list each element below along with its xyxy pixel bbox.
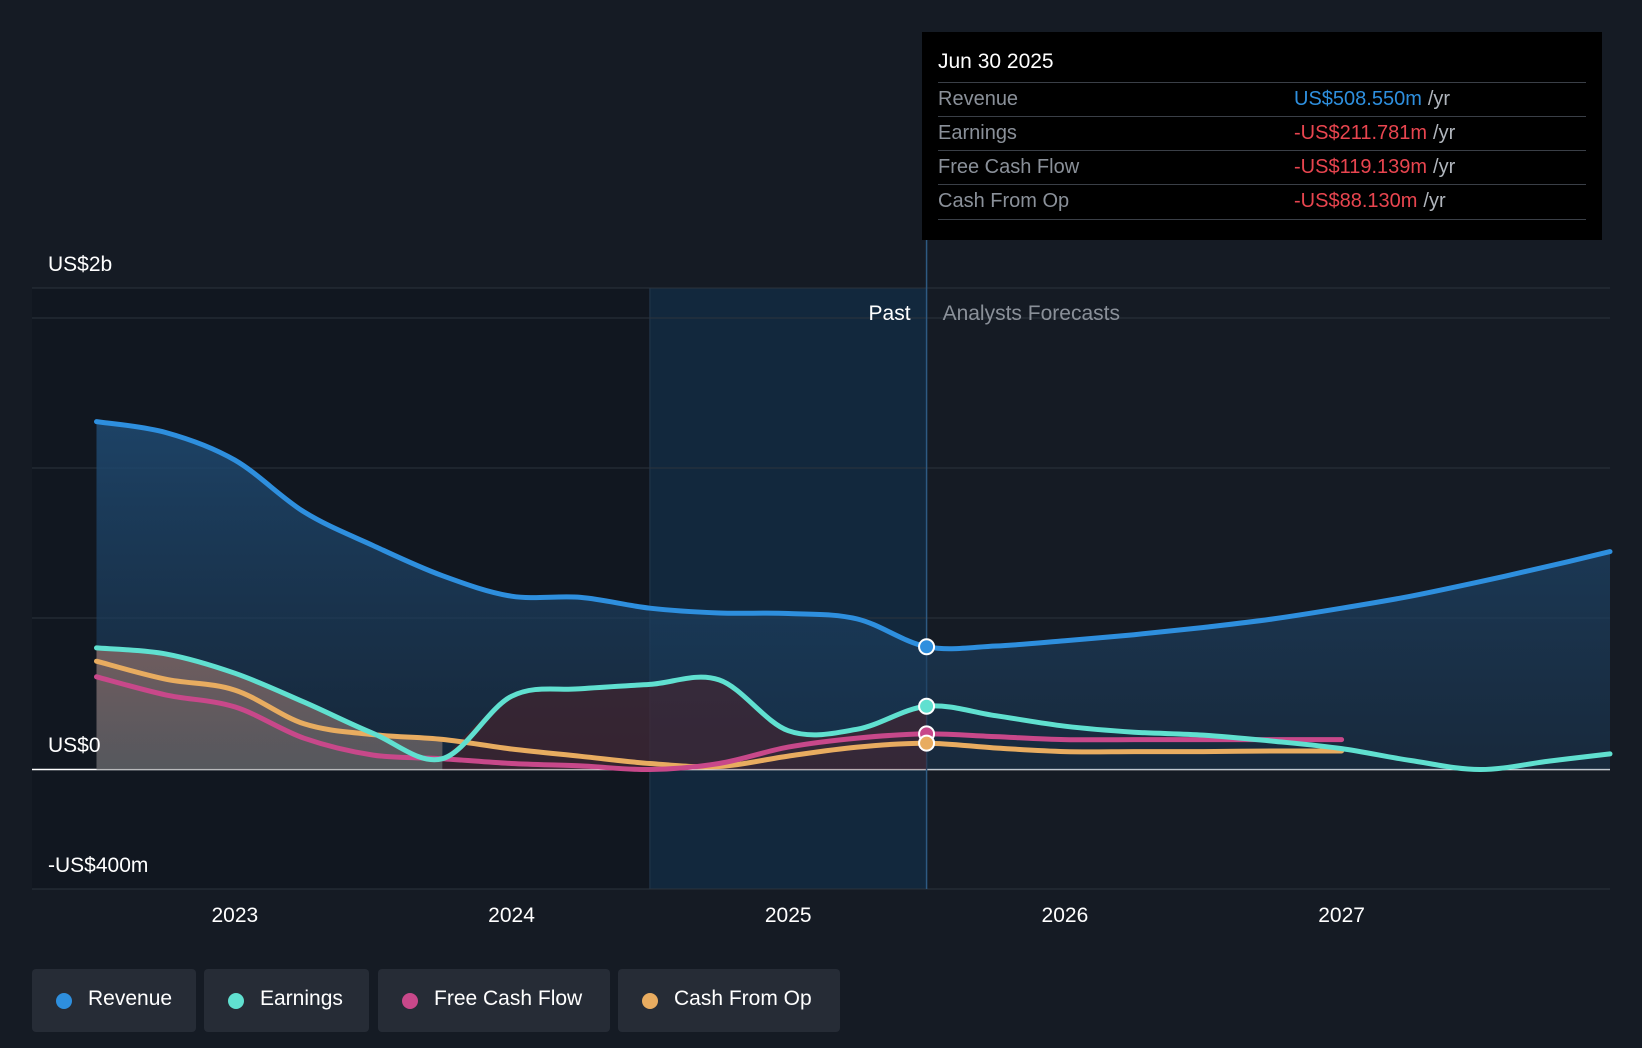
marker-revenue (918, 638, 936, 656)
tooltip-label: Cash From Op (938, 190, 1070, 212)
free-cash-flow-dot-icon (402, 993, 418, 1009)
y-axis-label-zero: US$0 (48, 734, 101, 757)
marker-earnings (918, 697, 936, 715)
legend-label: Revenue (88, 987, 173, 1010)
tooltip-unit: /yr (1427, 88, 1451, 110)
series-line-free-cash-flow (94, 674, 1345, 773)
legend-item-earnings[interactable]: Earnings (204, 969, 369, 1032)
forecast-label: Analysts Forecasts (943, 302, 1120, 325)
data-tooltip: Jun 30 2025 Revenue US$508.550m/yr Earni… (922, 32, 1602, 240)
tooltip-unit: /yr (1433, 156, 1456, 178)
y-axis-label-bottom: -US$400m (48, 854, 148, 877)
y-axis-label-top: US$2b (48, 253, 112, 276)
legend-label: Free Cash Flow (434, 987, 583, 1010)
x-tick-label: 2027 (1318, 904, 1365, 927)
legend-item-cash-from-op[interactable]: Cash From Op (618, 969, 840, 1032)
tooltip-row-earnings: Earnings -US$211.781m/yr (938, 116, 1586, 151)
earnings-dot-icon (228, 993, 244, 1009)
tooltip-value: -US$88.130m (1294, 190, 1418, 212)
tooltip-date: Jun 30 2025 (938, 50, 1054, 73)
revenue-area (96, 421, 1610, 770)
marker-cash-from-op (918, 734, 936, 752)
x-tick-label: 2026 (1042, 904, 1089, 927)
tooltip-label: Revenue (938, 88, 1019, 110)
legend-label: Cash From Op (674, 987, 812, 1010)
series-line-cash-from-op (94, 658, 1345, 770)
legend-item-revenue[interactable]: Revenue (32, 969, 196, 1032)
past-label: Past (869, 302, 911, 325)
tooltip-label: Earnings (938, 122, 1017, 144)
x-tick-label: 2023 (211, 904, 258, 927)
x-tick-label: 2024 (488, 904, 535, 927)
tooltip-row-free-cash-flow: Free Cash Flow -US$119.139m/yr (938, 150, 1586, 185)
tooltip-value: -US$119.139m (1294, 156, 1428, 178)
legend-item-free-cash-flow[interactable]: Free Cash Flow (378, 969, 610, 1032)
tooltip-label: Free Cash Flow (938, 156, 1080, 178)
revenue-dot-icon (56, 993, 72, 1009)
cash-from-op-dot-icon (642, 993, 658, 1009)
x-tick-label: 2025 (765, 904, 812, 927)
tooltip-unit: /yr (1433, 122, 1456, 144)
legend-label: Earnings (260, 987, 343, 1010)
series-line-earnings (94, 645, 1613, 773)
tooltip-row-revenue: Revenue US$508.550m/yr (938, 82, 1586, 117)
tooltip-value: -US$211.781m (1294, 122, 1428, 144)
tooltip-unit: /yr (1423, 190, 1446, 212)
tooltip-row-cash-from-op: Cash From Op -US$88.130m/yr (938, 184, 1586, 220)
tooltip-value: US$508.550m (1294, 88, 1422, 110)
highlight-region (649, 288, 927, 889)
series-line-revenue (94, 419, 1613, 652)
